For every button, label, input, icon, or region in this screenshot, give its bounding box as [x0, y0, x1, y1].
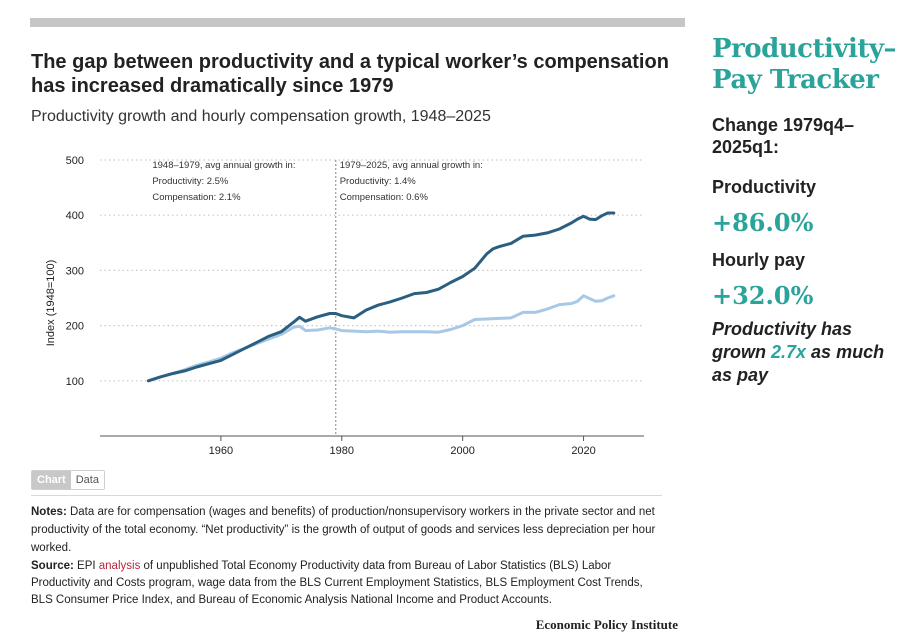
y-tick-label: 100 [66, 376, 84, 388]
analysis-link[interactable]: analysis [98, 560, 141, 572]
y-axis-label: Index (1948=100) [45, 260, 57, 347]
epi-logo: Economic Policy Institute [535, 617, 678, 632]
tracker-panel: Productivity–Pay Tracker Change 1979q4–2… [712, 34, 902, 387]
annotation-text: 1948–1979, avg annual growth in: [152, 160, 295, 171]
annotation-text: Productivity: 2.5% [152, 176, 229, 187]
x-tick-label: 2020 [571, 445, 595, 457]
annotation-text: Compensation: 0.6% [340, 192, 429, 203]
chart-area: 100 200 300 400 500 1960 1980 2000 2020 Index (19… [45, 155, 644, 457]
y-tick-label: 400 [66, 210, 84, 222]
annotation-text: Compensation: 2.1% [152, 192, 241, 203]
source: Source: EPI analysis of unpublished Tota… [31, 558, 663, 609]
tab-chart[interactable]: Chart [32, 471, 71, 489]
notes: Notes: Data are for compensation (wages … [31, 503, 663, 557]
note-before: Productivity has grown [712, 319, 853, 362]
notes-divider [31, 495, 662, 496]
chart-title: The gap between productivity and a typic… [31, 51, 669, 97]
notes-label: Notes: [31, 506, 67, 518]
tab-data[interactable]: Data [70, 471, 104, 489]
note-after: as much as pay [712, 342, 885, 385]
pay-label: Hourly pay [712, 250, 806, 270]
x-tick-label: 1980 [330, 445, 354, 457]
source-text-after: of unpublished Total Economy Productivit… [31, 560, 643, 606]
change-period: Change 1979q4–2025q1: [712, 115, 855, 157]
y-tick-label: 300 [66, 265, 84, 277]
growth-comparison: Productivity has grown 2.7x as much as p… [712, 318, 902, 387]
annotation-text: 1979–2025, avg annual growth in: [340, 160, 483, 171]
top-accent-bar [30, 18, 685, 27]
source-label: Source: [31, 560, 74, 572]
x-tick-label: 1960 [209, 445, 233, 457]
productivity-label: Productivity [712, 177, 817, 197]
notes-text: Data are for compensation (wages and ben… [31, 506, 656, 554]
productivity-line [146, 211, 616, 383]
productivity-value: +86.0% [712, 208, 814, 237]
compensation-line [146, 294, 616, 383]
tracker-title: Productivity–Pay Tracker [712, 34, 897, 95]
pay-value: +32.0% [712, 281, 814, 310]
note-multiplier: 2.7x [771, 342, 807, 362]
view-tabs: Chart Data [31, 470, 105, 490]
y-tick-label: 200 [66, 321, 84, 333]
y-tick-label: 500 [66, 155, 84, 167]
chart-subtitle: Productivity growth and hourly compensat… [31, 108, 491, 125]
annotation-text: Productivity: 1.4% [340, 176, 417, 187]
source-text-before: EPI [73, 560, 99, 572]
x-tick-label: 2000 [450, 445, 474, 457]
